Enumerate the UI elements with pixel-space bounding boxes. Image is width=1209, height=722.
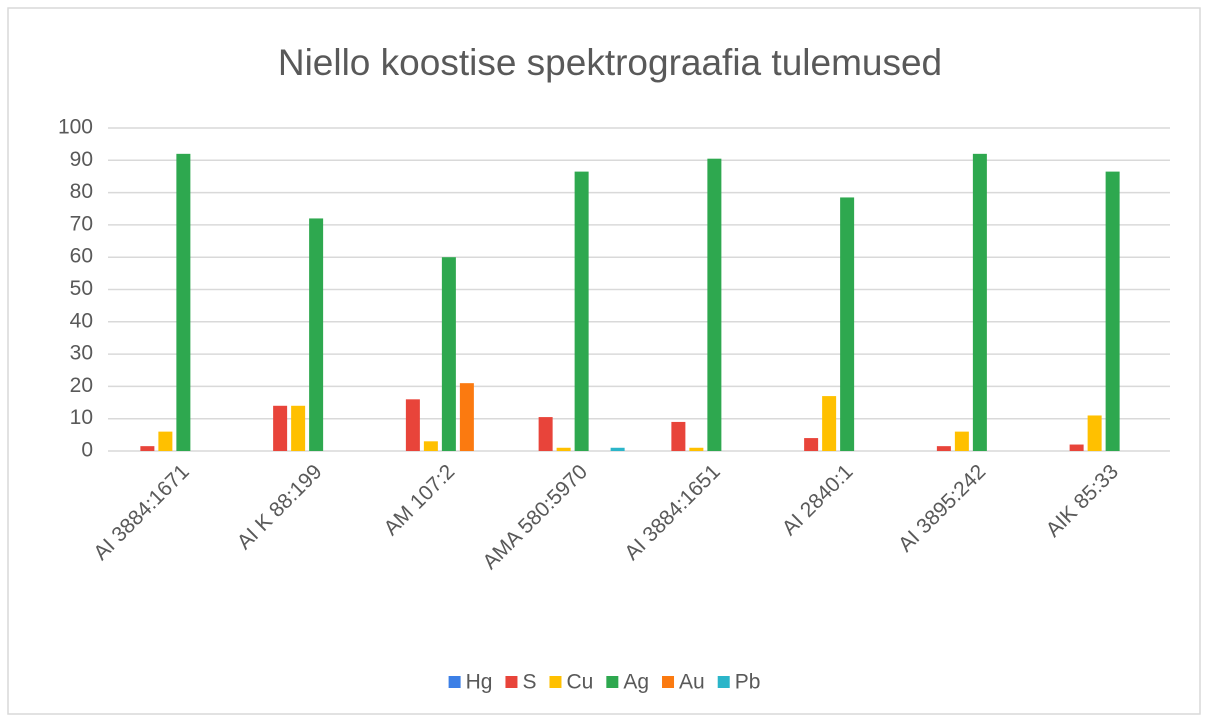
legend: Hg S Cu Ag Au Pb <box>448 671 761 694</box>
bar <box>158 431 173 451</box>
bar <box>689 447 704 451</box>
bar <box>610 447 625 451</box>
legend-swatch <box>549 676 562 688</box>
bar <box>309 218 324 451</box>
chart-frame <box>7 7 1201 715</box>
y-tick-label: 10 <box>70 406 93 429</box>
legend-swatch <box>662 676 675 688</box>
legend-item: Ag <box>606 671 649 694</box>
bar <box>804 438 819 451</box>
bar <box>671 421 686 451</box>
bar <box>954 431 969 451</box>
bar <box>707 158 722 451</box>
legend-label: S <box>522 671 536 694</box>
bar <box>140 446 155 451</box>
bar <box>459 383 474 451</box>
y-tick-label: 80 <box>70 180 93 203</box>
bar <box>1105 171 1120 452</box>
bar <box>840 197 855 451</box>
legend-label: Hg <box>466 671 493 694</box>
bar <box>1069 444 1084 451</box>
bar <box>291 405 306 451</box>
legend-item: Hg <box>448 671 493 694</box>
legend-swatch <box>606 676 619 688</box>
bar <box>405 399 420 451</box>
legend-item: Pb <box>717 671 761 694</box>
y-tick-label: 60 <box>70 245 93 268</box>
bar <box>822 396 837 451</box>
bar <box>441 257 456 451</box>
legend-item: Cu <box>549 671 593 694</box>
y-tick-label: 100 <box>58 116 93 139</box>
bar <box>538 417 553 451</box>
y-tick-label: 30 <box>70 342 93 365</box>
legend-swatch <box>717 676 730 688</box>
legend-swatch <box>448 676 461 688</box>
bar <box>423 441 438 451</box>
legend-item: S <box>505 671 536 694</box>
legend-item: Au <box>662 671 705 694</box>
legend-label: Pb <box>735 671 761 694</box>
y-tick-label: 20 <box>70 374 93 397</box>
chart-title: Niello koostise spektrograafia tulemused <box>278 42 942 83</box>
bar <box>273 405 288 451</box>
y-tick-label: 0 <box>81 439 93 462</box>
legend-label: Ag <box>623 671 649 694</box>
y-tick-label: 70 <box>70 212 93 235</box>
legend-label: Cu <box>566 671 593 694</box>
legend-swatch <box>505 676 518 688</box>
bar <box>556 447 571 451</box>
bar <box>176 153 191 451</box>
bar <box>936 446 951 451</box>
y-tick-label: 40 <box>70 309 93 332</box>
bar <box>574 171 589 452</box>
bar <box>1087 415 1102 451</box>
bar <box>972 153 987 451</box>
y-tick-label: 90 <box>70 148 93 171</box>
legend-label: Au <box>679 671 705 694</box>
y-tick-label: 50 <box>70 277 93 300</box>
